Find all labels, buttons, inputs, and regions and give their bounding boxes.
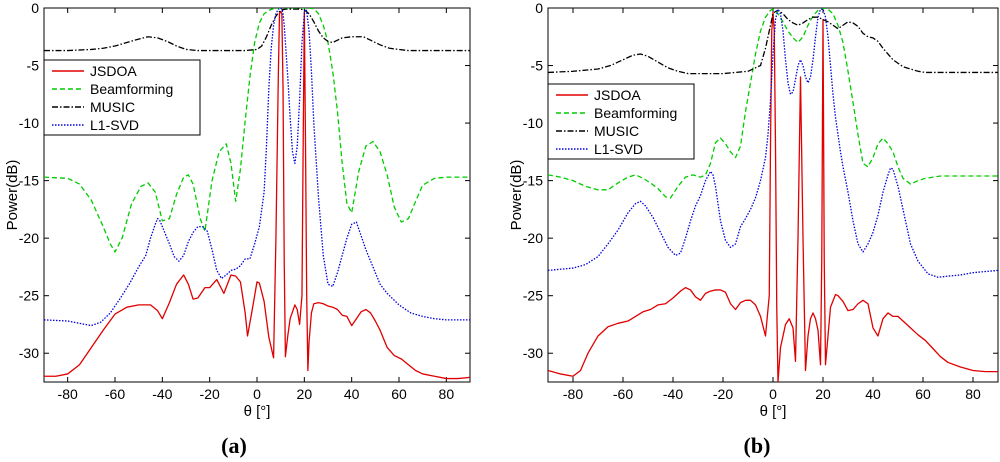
y-tick-label: -15 xyxy=(523,173,543,189)
legend-box-a xyxy=(43,59,201,136)
y-tick-label: -10 xyxy=(523,115,543,131)
x-tick-label: 20 xyxy=(297,386,313,402)
x-tick-label: 80 xyxy=(965,386,981,402)
y-tick-label: 0 xyxy=(535,0,543,16)
x-axis-ticks-b: -80 -60 -40 -20 0 20 40 60 80 xyxy=(563,8,981,402)
x-tick-label: -60 xyxy=(105,386,125,402)
y-tick-label: -5 xyxy=(531,58,544,74)
chart-panel-a: -80 -60 -40 -20 0 20 40 60 80 -30 -25 -20 -15 -10 -5 0… xyxy=(4,0,471,458)
x-tick-label: 80 xyxy=(439,386,455,402)
y-tick-label: -25 xyxy=(523,288,543,304)
panel-label-a: (a) xyxy=(221,433,247,458)
x-axis-label-a: θ [°] xyxy=(244,403,271,420)
y-axis-ticks-a: -30 -25 -20 -15 -10 -5 0 xyxy=(19,0,470,361)
series-line-music xyxy=(44,8,470,52)
series-line-l1-svd xyxy=(548,8,998,278)
x-tick-label: -80 xyxy=(563,386,583,402)
x-tick-label: 60 xyxy=(915,386,931,402)
legend-entry-label: MUSIC xyxy=(594,123,639,139)
series-group-b xyxy=(548,8,998,382)
series-line-l1-svd xyxy=(44,8,470,327)
legend-entry-label: Beamforming xyxy=(594,105,677,121)
x-tick-label: 20 xyxy=(815,386,831,402)
legend-entry-label: Beamforming xyxy=(90,81,173,97)
legend-entry-label: JSDOA xyxy=(594,87,641,103)
series-line-music xyxy=(548,9,998,75)
x-tick-label: 40 xyxy=(865,386,881,402)
x-tick-label: 0 xyxy=(769,386,777,402)
y-axis-label-b: Power(dB) xyxy=(508,160,525,231)
legend-box-b xyxy=(547,83,695,160)
y-tick-label: -20 xyxy=(19,230,39,246)
y-tick-label: -10 xyxy=(19,115,39,131)
panel-label-b: (b) xyxy=(744,433,771,458)
x-tick-label: -40 xyxy=(663,386,683,402)
chart-panel-b: -80 -60 -40 -20 0 20 40 60 80 -30 -25 -20 -15 -10 -5 0… xyxy=(508,0,999,458)
x-tick-label: 0 xyxy=(253,386,261,402)
legend-b: JSDOA Beamforming MUSIC L1-SVD xyxy=(547,83,695,160)
x-tick-label: 60 xyxy=(391,386,407,402)
y-axis-label-a: Power(dB) xyxy=(4,160,21,231)
x-tick-label: -60 xyxy=(613,386,633,402)
y-tick-label: -30 xyxy=(19,345,39,361)
legend-entry-label: L1-SVD xyxy=(594,141,643,157)
x-tick-label: -20 xyxy=(713,386,733,402)
y-tick-label: -5 xyxy=(27,58,40,74)
legend-entry-label: L1-SVD xyxy=(90,117,139,133)
x-tick-label: -20 xyxy=(200,386,220,402)
series-line-jsdoa xyxy=(548,11,998,382)
legend-entry-label: MUSIC xyxy=(90,99,135,115)
y-tick-label: -30 xyxy=(523,345,543,361)
y-tick-label: 0 xyxy=(31,0,39,16)
y-axis-ticks-b: -30 -25 -20 -15 -10 -5 0 xyxy=(523,0,998,361)
x-tick-label: 40 xyxy=(344,386,360,402)
y-tick-label: -15 xyxy=(19,173,39,189)
plot-area-b xyxy=(547,7,999,383)
x-tick-label: -40 xyxy=(152,386,172,402)
series-line-beamforming xyxy=(44,8,470,253)
y-tick-label: -20 xyxy=(523,230,543,246)
series-line-jsdoa xyxy=(44,10,470,380)
x-tick-label: -80 xyxy=(58,386,78,402)
x-axis-label-b: θ [°] xyxy=(760,403,787,420)
y-tick-label: -25 xyxy=(19,288,39,304)
series-group-a xyxy=(44,8,470,380)
legend-a: JSDOA Beamforming MUSIC L1-SVD xyxy=(43,59,201,136)
legend-entry-label: JSDOA xyxy=(90,63,137,79)
